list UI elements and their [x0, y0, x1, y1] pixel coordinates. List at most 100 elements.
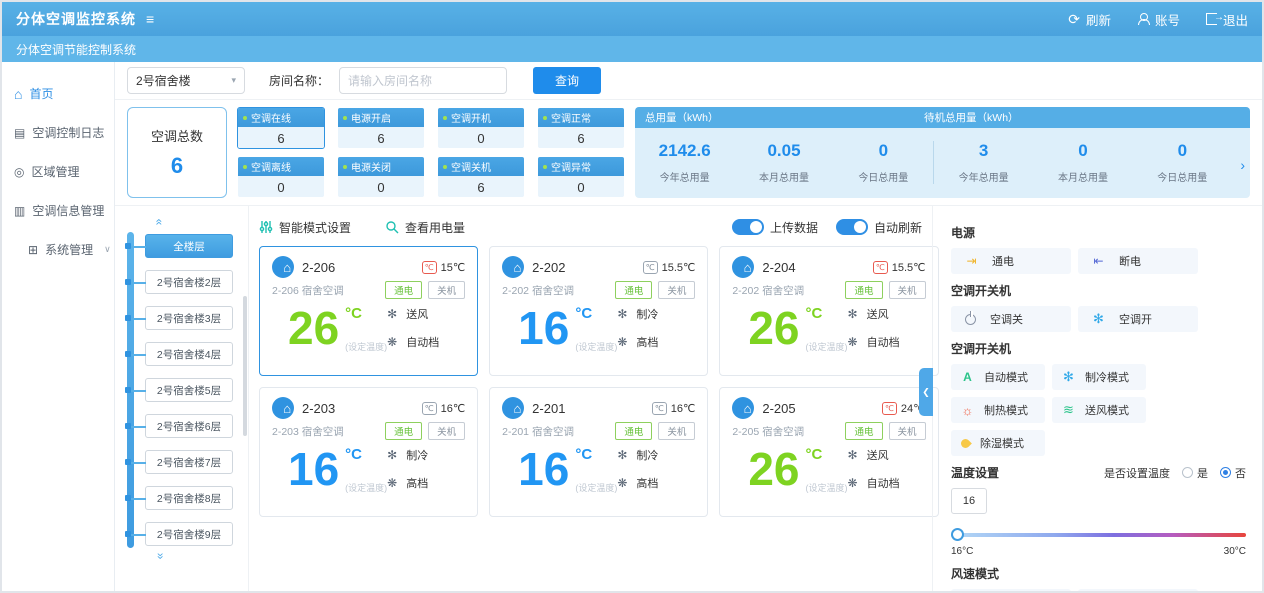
account-button[interactable]: 账号	[1137, 10, 1180, 29]
control-button[interactable]: 除湿模式	[951, 430, 1045, 456]
refresh-button[interactable]: ⟳ 刷新	[1068, 10, 1111, 28]
ac-card[interactable]: ⌂ 2-204 ℃ 15.5℃ 2-202 宿舍空调	[719, 246, 939, 376]
control-button[interactable]: 送风模式	[1052, 397, 1146, 423]
floor-node[interactable]: 2号宿舍楼8层	[125, 486, 233, 510]
floor-node[interactable]: 2号宿舍楼9层	[125, 522, 233, 546]
tree-scroll-down-icon[interactable]: «	[152, 554, 166, 560]
room-id: 2-201	[532, 400, 566, 416]
power-on-icon	[965, 254, 978, 268]
control-button[interactable]: 自动模式	[951, 364, 1045, 390]
ac-card[interactable]: ⌂ 2-206 ℃ 15℃ 2-206 宿舍空调	[259, 246, 479, 376]
building-select[interactable]: 2号宿舍楼 ▾	[127, 67, 245, 94]
ac-total-value: 6	[170, 153, 184, 178]
panel-collapse-handle[interactable]: ❮	[919, 368, 933, 416]
floor-node[interactable]: 全楼层	[125, 234, 233, 258]
floor-node[interactable]: 2号宿舍楼5层	[125, 378, 233, 402]
usage-label: 今日总用量	[858, 173, 909, 184]
usage-next-icon[interactable]: ›	[1240, 157, 1245, 174]
smart-mode-button[interactable]: 智能模式设置	[259, 219, 351, 236]
snowflake-icon	[848, 307, 858, 321]
radio-no[interactable]: 否	[1220, 465, 1246, 481]
sidebar-item[interactable]: 区域管理 ∨	[2, 152, 114, 191]
set-temperature: 16	[288, 443, 340, 495]
set-temperature: 16	[518, 443, 570, 495]
control-button[interactable]: 空调关	[951, 306, 1071, 332]
power-status-badge: 通电	[845, 422, 883, 440]
snowflake-icon	[387, 307, 397, 321]
toggle[interactable]: 自动刷新	[835, 219, 922, 236]
stat-card[interactable]: 空调在线 6	[237, 107, 325, 149]
tree-scroll-up-icon[interactable]: «	[152, 218, 166, 224]
tree-scrollbar[interactable]	[243, 296, 247, 436]
search-button[interactable]: 查询	[533, 67, 602, 94]
temp-question-label: 是否设置温度	[1104, 467, 1170, 480]
fan-icon	[617, 335, 627, 349]
fan-icon	[617, 476, 627, 490]
usage-label: 今日总用量	[1157, 173, 1208, 184]
toggle-switch-icon[interactable]	[731, 219, 764, 235]
mode-section-title: 空调开关机	[951, 342, 1012, 356]
ac-card[interactable]: ⌂ 2-203 ℃ 16℃ 2-203 宿舍空调	[259, 387, 479, 517]
control-button[interactable]: 制热模式	[951, 397, 1045, 423]
stat-card[interactable]: 空调正常 6	[537, 107, 625, 149]
control-button[interactable]: 低档风	[1078, 589, 1198, 591]
room-temperature: 15℃	[440, 261, 466, 274]
control-button[interactable]: 断电	[1078, 248, 1198, 274]
floor-node[interactable]: 2号宿舍楼7层	[125, 450, 233, 474]
floor-node[interactable]: 2号宿舍楼3层	[125, 306, 233, 330]
snowflake-icon	[387, 448, 397, 462]
status-dot-icon	[543, 115, 547, 120]
ac-name: 2-203 宿舍空调	[272, 425, 344, 438]
stat-card[interactable]: 空调关机 6	[437, 156, 525, 198]
floor-node[interactable]: 2号宿舍楼2层	[125, 270, 233, 294]
sidebar-item[interactable]: 首页 ∨	[2, 74, 114, 113]
room-id: 2-205	[762, 400, 796, 416]
stat-card-label: 空调关机	[451, 163, 491, 174]
control-button[interactable]: 自动风	[951, 589, 1071, 591]
radio-yes[interactable]: 是	[1182, 465, 1208, 481]
ac-card[interactable]: ⌂ 2-205 ℃ 24℃ 2-205 宿舍空调	[719, 387, 939, 517]
view-power-button[interactable]: 查看用电量	[385, 219, 465, 236]
radio-icon	[1182, 467, 1193, 478]
usage-value: 3	[978, 141, 989, 160]
stat-card-value: 0	[538, 176, 624, 197]
sidebar-item[interactable]: 空调信息管理 ∨	[2, 191, 114, 230]
usage-label: 本月总用量	[1057, 173, 1108, 184]
usage-label: 今年总用量	[659, 173, 710, 184]
slider-knob[interactable]	[951, 528, 964, 541]
sidebar-item[interactable]: 系统管理 ∨	[2, 230, 114, 269]
menu-collapse-icon[interactable]: ≡	[146, 11, 155, 27]
room-name-input[interactable]	[339, 67, 508, 94]
fan-label: 自动档	[866, 478, 900, 491]
temperature-input[interactable]	[951, 488, 987, 514]
toggle-switch-icon[interactable]	[835, 219, 868, 235]
control-button[interactable]: 空调开	[1078, 306, 1198, 332]
ac-cards-panel: 智能模式设置 查看用电量	[249, 206, 939, 591]
auto-mode-icon	[961, 370, 974, 384]
stat-card[interactable]: 电源关闭 0	[337, 156, 425, 198]
ac-card[interactable]: ⌂ 2-201 ℃ 16℃ 2-201 宿舍空调	[489, 387, 709, 517]
control-button[interactable]: 通电	[951, 248, 1071, 274]
set-temp-label: (设定温度)	[575, 483, 618, 493]
stat-card[interactable]: 空调开机 0	[437, 107, 525, 149]
control-button[interactable]: 制冷模式	[1052, 364, 1146, 390]
run-status-badge: 关机	[888, 281, 926, 299]
ac-card[interactable]: ⌂ 2-202 ℃ 15.5℃ 2-202 宿舍空调	[489, 246, 709, 376]
system-icon	[28, 243, 38, 257]
toggle-label: 上传数据	[769, 220, 818, 235]
status-dot-icon	[343, 164, 347, 169]
stat-card[interactable]: 电源开启 6	[337, 107, 425, 149]
temp-unit: °C	[805, 446, 823, 463]
control-button-label: 空调关	[990, 314, 1023, 326]
toggle[interactable]: 上传数据	[731, 219, 818, 236]
logout-button[interactable]: 退出	[1205, 10, 1248, 29]
sidebar-item[interactable]: 空调控制日志 ∨	[2, 113, 114, 152]
stat-card-label: 空调正常	[551, 114, 591, 125]
floor-node[interactable]: 2号宿舍楼4层	[125, 342, 233, 366]
stat-card[interactable]: 空调离线 0	[237, 156, 325, 198]
usage-cell: 3 今年总用量	[932, 141, 1033, 184]
floor-node[interactable]: 2号宿舍楼6层	[125, 414, 233, 438]
set-temperature: 26	[748, 443, 800, 495]
stat-card[interactable]: 空调异常 0	[537, 156, 625, 198]
